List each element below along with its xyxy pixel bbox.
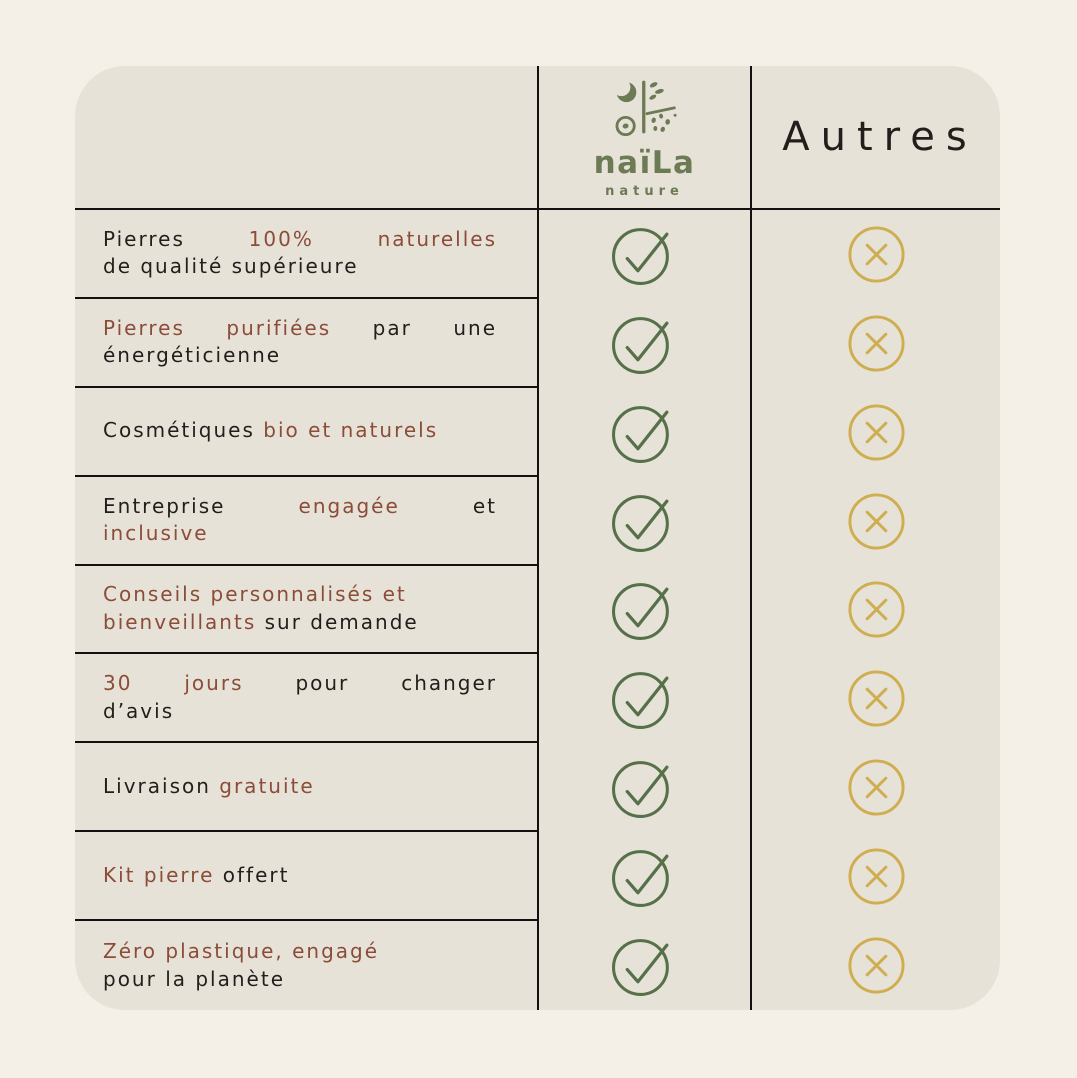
feature-cell: Zéro plastique, engagé pour la planète [75, 921, 537, 1010]
feature-text-segment: Livraison [103, 774, 211, 799]
autres-value-cell [750, 743, 1000, 833]
feature-text-segment: Kit pierre [103, 862, 215, 887]
feature-cell: 30 jours pour changer d’avis [75, 654, 537, 744]
naila-value-cell [537, 298, 750, 388]
feature-text-segment: par une [372, 315, 498, 340]
naila-value-cell [537, 476, 750, 566]
brand-name: naïLa [593, 145, 696, 181]
autres-value-cell [750, 210, 1000, 299]
naila-value-cell [537, 210, 750, 299]
feature-line: Pierres purifiées par une [103, 315, 497, 343]
autres-value-cell [750, 654, 1000, 744]
cross-circle-icon [847, 848, 905, 905]
feature-line: Pierres 100% naturelles [103, 226, 497, 254]
feature-cell: Pierres purifiées par une énergéticienne [75, 299, 537, 388]
feature-text-segment: pour changer [295, 671, 498, 696]
autres-value-cell [750, 298, 1000, 388]
feature-text-segment: bienveillants [103, 609, 257, 634]
feature-line: bienveillants sur demande [103, 609, 497, 637]
feature-text-segment: d’avis [103, 698, 175, 723]
cross-circle-icon [847, 937, 905, 994]
feature-cell: Kit pierre offert [75, 832, 537, 922]
feature-line: d’avis [103, 698, 497, 726]
feature-line: Kit pierre offert [103, 862, 497, 890]
check-circle-icon [612, 939, 669, 997]
cross-circle-icon [847, 226, 905, 283]
feature-line: Entreprise engagée et [103, 493, 497, 521]
feature-line: inclusive [103, 520, 497, 548]
cross-circle-icon [847, 315, 905, 372]
header-empty-cell [75, 66, 537, 210]
feature-text-segment: Entreprise [103, 493, 226, 518]
naila-value-cell [537, 743, 750, 833]
feature-text-segment: Zéro plastique, engagé [103, 939, 380, 964]
feature-line: énergéticienne [103, 342, 497, 370]
cross-circle-icon [847, 581, 905, 639]
autres-column-header: Autres [750, 66, 1000, 210]
feature-cell: Pierres 100% naturelles de qualité supéri… [75, 210, 537, 299]
naila-column-header: naïLa nature [537, 66, 750, 210]
naila-value-cell [537, 921, 750, 1010]
autres-value-cell [750, 565, 1000, 655]
naila-value-cell [537, 654, 750, 744]
feature-line: Livraison gratuite [103, 773, 497, 801]
autres-value-cell [750, 387, 1000, 477]
feature-text-segment: pour la planète [103, 966, 285, 991]
feature-text-segment: inclusive [103, 521, 209, 546]
autres-value-cell [750, 476, 1000, 566]
feature-text-segment: Cosmétiques [103, 418, 255, 443]
feature-cell: Livraison gratuite [75, 743, 537, 833]
cross-circle-icon [847, 404, 905, 461]
check-circle-icon [612, 583, 669, 641]
feature-text-segment: offert [222, 862, 290, 887]
feature-text-segment: Conseils personnalisés et [103, 582, 407, 607]
feature-text-segment: énergéticienne [103, 343, 282, 368]
brand-tagline: nature [605, 184, 684, 199]
check-circle-icon [612, 850, 669, 908]
feature-text-segment: gratuite [219, 774, 315, 799]
check-circle-icon [612, 672, 669, 730]
feature-line: Conseils personnalisés et [103, 581, 497, 609]
check-circle-icon [612, 761, 669, 819]
check-circle-icon [612, 494, 669, 552]
feature-line: Zéro plastique, engagé [103, 938, 497, 966]
feature-line: de qualité supérieure [103, 253, 497, 281]
feature-cell: Conseils personnalisés et bienveillants s… [75, 566, 537, 655]
comparison-table-card: naïLa nature Autres Pierres 100% naturel… [75, 66, 1000, 1010]
feature-line: pour la planète [103, 966, 497, 994]
naila-value-cell [537, 387, 750, 477]
autres-label: Autres [782, 114, 978, 160]
autres-value-cell [750, 832, 1000, 922]
feature-text-segment: Pierres purifiées [103, 315, 332, 340]
feature-text-segment: et [472, 493, 498, 518]
feature-text-segment: naturelles [377, 226, 497, 251]
feature-cell: Entreprise engagée et inclusive [75, 477, 537, 566]
autres-value-cell [750, 921, 1000, 1010]
feature-line: 30 jours pour changer [103, 670, 497, 698]
feature-text-segment: sur demande [264, 609, 419, 634]
naila-moon-plant-logo-icon [612, 79, 677, 137]
feature-text-segment: bio et naturels [263, 418, 439, 443]
feature-text-segment: de qualité supérieure [103, 254, 359, 279]
feature-cell: Cosmétiques bio et naturels [75, 388, 537, 477]
feature-text-segment: 30 jours [103, 671, 244, 696]
cross-circle-icon [847, 493, 905, 550]
naila-value-cell [537, 832, 750, 922]
comparison-grid: naïLa nature Autres Pierres 100% naturel… [75, 66, 1000, 1010]
check-circle-icon [612, 316, 669, 374]
feature-text-segment: engagée [298, 493, 400, 518]
feature-line: Cosmétiques bio et naturels [103, 417, 497, 445]
check-circle-icon [612, 405, 669, 463]
cross-circle-icon [847, 670, 905, 727]
check-circle-icon [612, 228, 669, 285]
feature-text-segment: Pierres [103, 226, 185, 251]
cross-circle-icon [847, 759, 905, 816]
naila-value-cell [537, 565, 750, 655]
feature-text-segment: 100% [248, 226, 314, 251]
